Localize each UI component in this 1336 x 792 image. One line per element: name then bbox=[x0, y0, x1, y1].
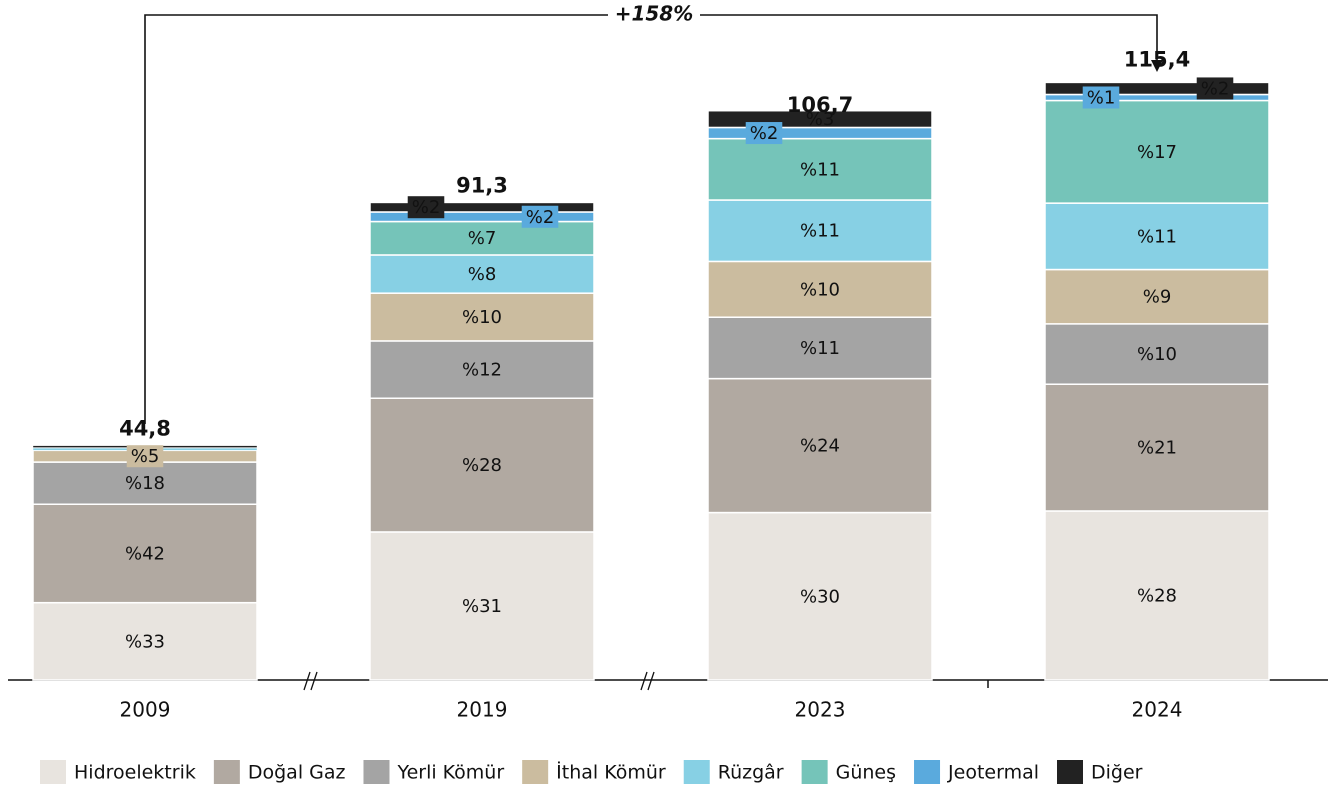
value-label: %5 bbox=[131, 446, 160, 467]
legend-swatch bbox=[363, 760, 390, 784]
bar-segment bbox=[369, 340, 595, 399]
label-box bbox=[745, 122, 783, 145]
legend-label: Diğer bbox=[1091, 762, 1143, 784]
value-label: %7 bbox=[468, 228, 497, 249]
legend-swatch bbox=[683, 760, 710, 784]
bar-segment bbox=[32, 461, 258, 505]
value-label: %9 bbox=[1143, 287, 1172, 308]
legend-swatch bbox=[801, 760, 828, 784]
value-label: %10 bbox=[1137, 344, 1177, 365]
label-box bbox=[521, 205, 559, 228]
value-label: %10 bbox=[462, 307, 502, 328]
value-label: %11 bbox=[800, 221, 840, 242]
legend-label: Yerli Kömür bbox=[396, 762, 504, 784]
arrow-head bbox=[1151, 60, 1163, 72]
value-label: %11 bbox=[800, 159, 840, 180]
bar-segment bbox=[369, 531, 595, 681]
value-label: %2 bbox=[1201, 78, 1230, 99]
label-box bbox=[126, 445, 164, 468]
bar-segment bbox=[707, 137, 933, 201]
value-label: %18 bbox=[125, 473, 165, 494]
bar-segment bbox=[707, 316, 933, 380]
legend-label: Güneş bbox=[836, 762, 896, 784]
bar-segment bbox=[369, 201, 595, 213]
bar-segment bbox=[1044, 81, 1270, 96]
bar-segment bbox=[32, 503, 258, 604]
value-label: %30 bbox=[800, 586, 840, 607]
bar-segment bbox=[1044, 268, 1270, 325]
value-label: %1 bbox=[1087, 87, 1116, 108]
label-box bbox=[1196, 77, 1234, 100]
growth-arrow bbox=[144, 14, 1158, 424]
legend-label: Doğal Gaz bbox=[248, 762, 346, 784]
bar-segment bbox=[1044, 202, 1270, 271]
label-box bbox=[407, 196, 445, 219]
value-label: %11 bbox=[800, 338, 840, 359]
value-label: %2 bbox=[526, 207, 555, 228]
legend-label: İthal Kömür bbox=[556, 761, 666, 784]
bar-segment bbox=[707, 377, 933, 514]
value-label: %17 bbox=[1137, 142, 1177, 163]
bar-segment bbox=[369, 397, 595, 533]
value-label: %42 bbox=[125, 543, 165, 564]
bar-segment bbox=[1044, 99, 1270, 204]
value-label: %21 bbox=[1137, 438, 1177, 459]
legend-label: Jeotermal bbox=[947, 762, 1039, 784]
label-box bbox=[1082, 86, 1120, 109]
value-label: %28 bbox=[1137, 585, 1177, 606]
axis-break bbox=[303, 671, 655, 691]
bar-segment bbox=[369, 211, 595, 223]
value-label: %8 bbox=[468, 264, 497, 285]
total-label: 91,3 bbox=[456, 173, 508, 197]
value-label: %2 bbox=[412, 197, 441, 218]
bar-segment bbox=[1044, 383, 1270, 512]
total-label: 106,7 bbox=[787, 93, 853, 117]
value-label: %12 bbox=[462, 360, 502, 381]
legend-swatch bbox=[213, 760, 240, 784]
bar-segment bbox=[707, 511, 933, 681]
bar-segment bbox=[1044, 93, 1270, 102]
legend-swatch bbox=[40, 760, 66, 784]
x-tick-label: 2024 bbox=[1132, 698, 1183, 722]
value-label: %28 bbox=[462, 455, 502, 476]
total-label: 115,4 bbox=[1124, 47, 1190, 71]
bar-segment bbox=[369, 254, 595, 294]
annotation-bg bbox=[608, 3, 700, 27]
value-label: %31 bbox=[462, 596, 502, 617]
bar-segment bbox=[707, 199, 933, 263]
legend-swatch bbox=[914, 760, 941, 784]
value-label: %3 bbox=[806, 109, 835, 130]
x-tick-label: 2009 bbox=[120, 698, 171, 722]
total-label: 44,8 bbox=[119, 417, 171, 441]
bar-segment bbox=[369, 292, 595, 342]
x-tick-label: 2023 bbox=[795, 698, 846, 722]
x-tick-label: 2019 bbox=[457, 698, 508, 722]
bar-segment bbox=[1044, 323, 1270, 385]
value-label: %24 bbox=[800, 436, 840, 457]
value-label: %11 bbox=[1137, 226, 1177, 247]
value-label: %2 bbox=[750, 123, 779, 144]
legend-label: Rüzgâr bbox=[718, 762, 784, 784]
bar-segment bbox=[369, 220, 595, 256]
annotation: +158% bbox=[615, 2, 694, 26]
value-label: %33 bbox=[125, 631, 165, 652]
legend-swatch bbox=[1057, 760, 1083, 784]
legend-swatch bbox=[522, 760, 549, 784]
bar-segment bbox=[707, 260, 933, 318]
bar-segment bbox=[1044, 510, 1270, 681]
legend-label: Hidroelektrik bbox=[74, 762, 196, 784]
value-label: %10 bbox=[800, 279, 840, 300]
